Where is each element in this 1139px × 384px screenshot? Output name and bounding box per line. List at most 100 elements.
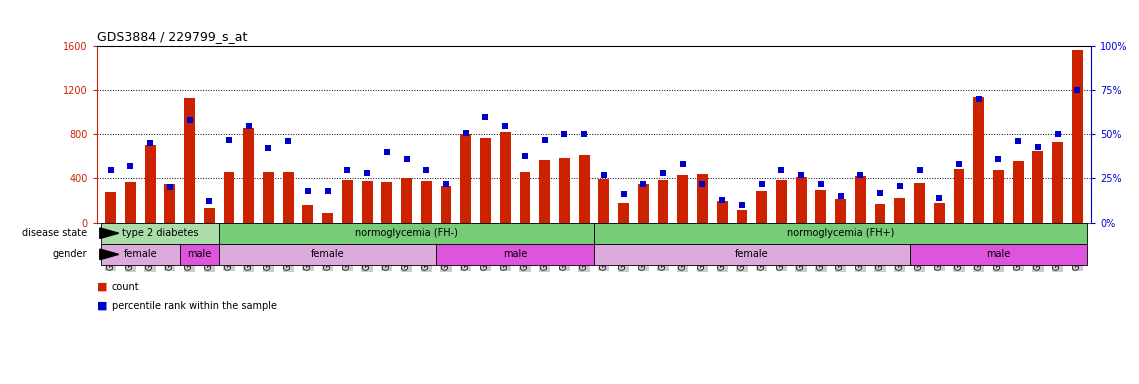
Point (417, 167, 435, 173)
Bar (776, 180, 787, 223)
Point (673, 161, 691, 167)
Bar (953, 169, 965, 223)
Polygon shape (100, 249, 118, 260)
Point (654, 170, 672, 176)
Point (457, 129, 475, 136)
Point (772, 167, 790, 173)
Point (969, 96, 988, 102)
Bar (835, 199, 846, 223)
Bar (125, 182, 136, 223)
Point (121, 163, 139, 169)
Bar (219, 244, 436, 265)
Point (497, 122, 515, 129)
Bar (993, 170, 1003, 223)
Bar (934, 203, 944, 223)
Point (732, 202, 751, 208)
Text: normoglycemia (FH+): normoglycemia (FH+) (787, 228, 894, 238)
Bar (382, 182, 392, 223)
Point (180, 117, 198, 123)
Bar (180, 244, 219, 265)
Point (1068, 87, 1087, 93)
Bar (500, 132, 510, 223)
Bar (579, 155, 590, 223)
Bar (595, 223, 1088, 244)
Point (279, 138, 297, 144)
Bar (1052, 142, 1063, 223)
Point (220, 137, 238, 143)
Point (437, 181, 456, 187)
Bar (1072, 50, 1083, 223)
Bar (796, 177, 806, 223)
Bar (737, 210, 747, 223)
Bar (657, 180, 669, 223)
Bar (910, 244, 1088, 265)
Bar (598, 179, 609, 223)
Text: female: female (735, 249, 769, 259)
Polygon shape (100, 228, 118, 238)
Point (1049, 131, 1067, 137)
Bar (164, 184, 175, 223)
Bar (100, 223, 219, 244)
Bar (185, 98, 195, 223)
Bar (618, 203, 629, 223)
Point (634, 181, 653, 187)
Point (831, 193, 850, 199)
Point (476, 114, 494, 120)
Bar (105, 192, 116, 223)
Bar (697, 174, 708, 223)
Text: disease state: disease state (22, 228, 87, 238)
Bar (322, 213, 333, 223)
Bar (145, 146, 156, 223)
Point (398, 156, 416, 162)
Text: normoglycemia (FH-): normoglycemia (FH-) (355, 228, 458, 238)
Text: female: female (311, 249, 344, 259)
Point (338, 167, 357, 173)
Text: male: male (187, 249, 212, 259)
Point (990, 156, 1008, 162)
Bar (816, 190, 826, 223)
Point (950, 161, 968, 167)
Bar (716, 201, 728, 223)
Bar (638, 184, 649, 223)
Bar (303, 205, 313, 223)
Text: percentile rank within the sample: percentile rank within the sample (112, 301, 277, 311)
Bar (362, 181, 372, 223)
Bar (244, 128, 254, 223)
Bar (263, 172, 273, 223)
Text: gender: gender (52, 249, 87, 259)
Bar (595, 244, 910, 265)
Bar (519, 172, 531, 223)
Point (614, 191, 632, 197)
Bar (539, 160, 550, 223)
Point (556, 131, 574, 137)
Bar (559, 157, 570, 223)
Point (931, 195, 949, 201)
Point (812, 181, 830, 187)
Bar (441, 186, 451, 223)
Point (851, 172, 869, 178)
Point (891, 182, 909, 189)
Point (378, 149, 396, 155)
Text: ■: ■ (97, 301, 107, 311)
Bar (100, 244, 180, 265)
Bar (421, 181, 432, 223)
Point (753, 181, 771, 187)
Text: ■: ■ (97, 282, 107, 292)
Bar (436, 244, 595, 265)
Bar (974, 97, 984, 223)
Point (535, 137, 554, 143)
Bar (894, 198, 906, 223)
Point (595, 172, 613, 178)
Point (575, 131, 593, 137)
Bar (223, 172, 235, 223)
Point (101, 167, 120, 173)
Point (910, 167, 928, 173)
Point (694, 181, 712, 187)
Point (239, 122, 257, 129)
Bar (1013, 161, 1024, 223)
Point (713, 197, 731, 203)
Bar (219, 223, 595, 244)
Text: male: male (503, 249, 527, 259)
Point (298, 188, 317, 194)
Point (1009, 138, 1027, 144)
